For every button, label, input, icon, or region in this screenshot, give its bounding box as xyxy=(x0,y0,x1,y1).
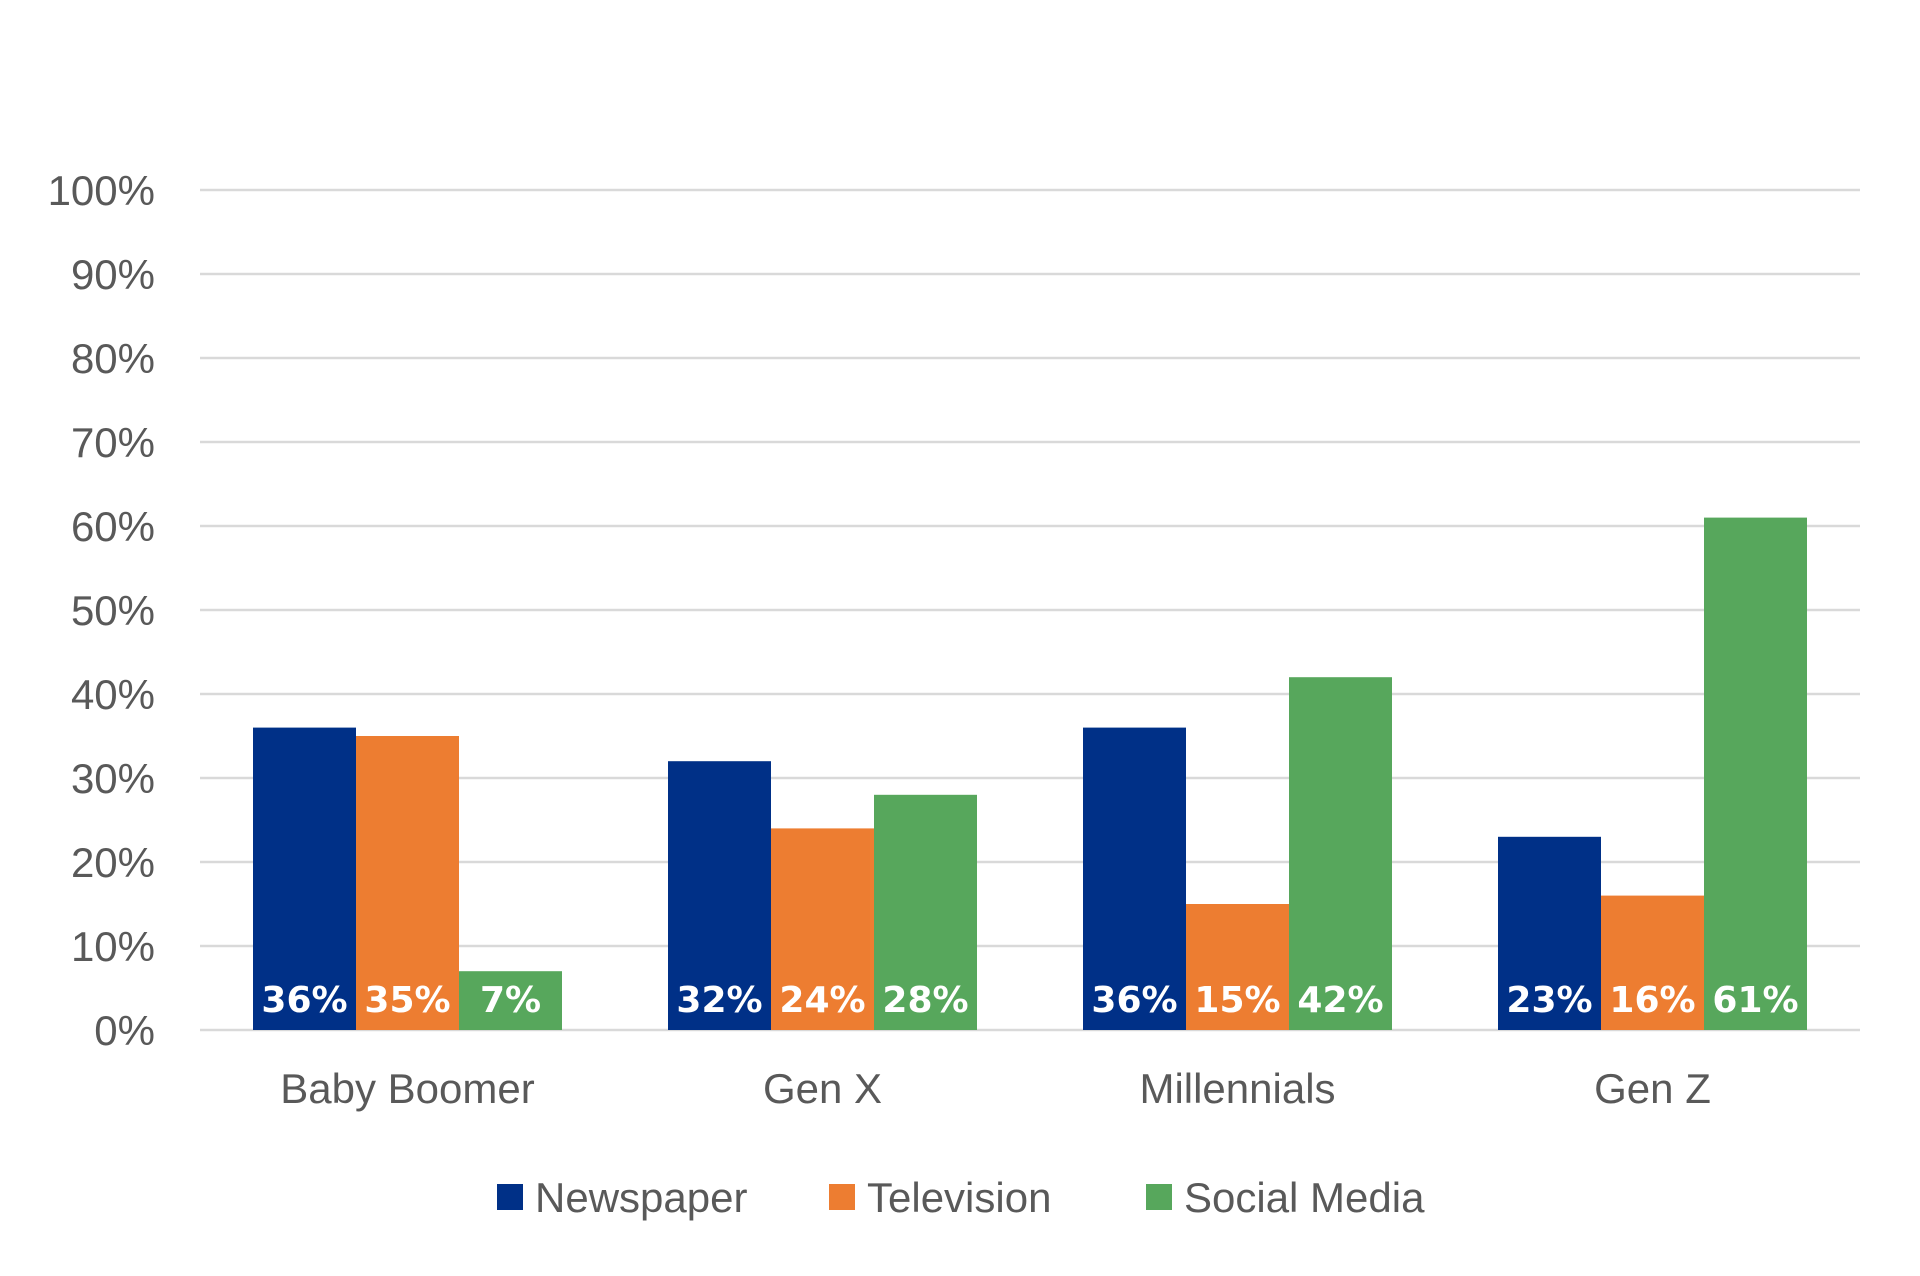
bar-television-gen-z xyxy=(1601,895,1704,1030)
y-tick-label: 10% xyxy=(71,923,155,970)
data-label: 42% xyxy=(1297,980,1383,1021)
y-tick-label: 80% xyxy=(71,335,155,382)
y-tick-label: 40% xyxy=(71,671,155,718)
y-tick-label: 0% xyxy=(94,1007,155,1054)
y-tick-label: 50% xyxy=(71,587,155,634)
legend: Newspaper Television Social Media xyxy=(497,1174,1425,1221)
bar-newspaper-baby-boomer xyxy=(253,727,356,1030)
bars xyxy=(253,517,1807,1030)
data-label: 24% xyxy=(779,980,865,1021)
data-label: 23% xyxy=(1506,980,1592,1021)
y-tick-label: 70% xyxy=(71,419,155,466)
bar-television-gen-x xyxy=(771,828,874,1030)
legend-swatch-newspaper xyxy=(497,1184,523,1210)
data-label: 36% xyxy=(1091,980,1177,1021)
y-axis-tick-labels: 0% 10% 20% 30% 40% 50% 60% 70% 80% 90% 100% xyxy=(48,167,155,1054)
data-labels: 36% 35% 7% 32% 24% 28% 36% 15% 42% 23% 16% 61% xyxy=(261,980,1798,1021)
x-axis-category-labels: Baby Boomer Gen X Millennials Gen Z xyxy=(280,1065,1711,1112)
data-label: 36% xyxy=(261,980,347,1021)
data-label: 16% xyxy=(1609,980,1695,1021)
y-tick-label: 100% xyxy=(48,167,155,214)
bar-television-millennials xyxy=(1186,904,1289,1030)
data-label: 28% xyxy=(882,980,968,1021)
bar-television-baby-boomer xyxy=(356,736,459,1030)
y-tick-label: 90% xyxy=(71,251,155,298)
y-tick-label: 60% xyxy=(71,503,155,550)
data-label: 32% xyxy=(676,980,762,1021)
gridlines xyxy=(200,188,1860,1032)
bar-social-media-gen-x xyxy=(874,794,977,1030)
bar-social-media-millennials xyxy=(1289,677,1392,1030)
legend-label: Television xyxy=(867,1174,1051,1221)
legend-label: Newspaper xyxy=(535,1174,747,1221)
bar-social-media-baby-boomer xyxy=(459,971,562,1030)
x-category-label: Gen Z xyxy=(1594,1065,1711,1112)
bar-newspaper-millennials xyxy=(1083,727,1186,1030)
x-category-label: Baby Boomer xyxy=(280,1065,534,1112)
bar-newspaper-gen-z xyxy=(1498,836,1601,1030)
data-label: 35% xyxy=(364,980,450,1021)
legend-swatch-social-media xyxy=(1146,1184,1172,1210)
data-label: 7% xyxy=(480,980,541,1021)
y-tick-label: 30% xyxy=(71,755,155,802)
bar-social-media-gen-z xyxy=(1704,517,1807,1030)
data-label: 15% xyxy=(1194,980,1280,1021)
y-tick-label: 20% xyxy=(71,839,155,886)
data-label: 61% xyxy=(1712,980,1798,1021)
bar-newspaper-gen-x xyxy=(668,761,771,1030)
x-category-label: Gen X xyxy=(763,1065,882,1112)
x-category-label: Millennials xyxy=(1139,1065,1335,1112)
legend-swatch-television xyxy=(829,1184,855,1210)
legend-label: Social Media xyxy=(1184,1174,1425,1221)
